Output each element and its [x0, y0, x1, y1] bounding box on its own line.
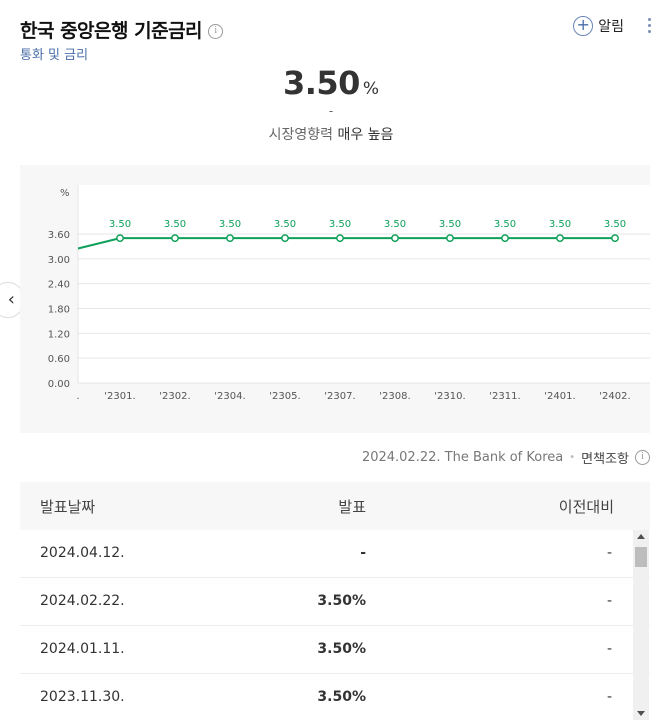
plus-circle-icon: + [573, 16, 594, 36]
data-point [116, 234, 124, 243]
header-change: 이전대비 [558, 498, 614, 516]
impact-value: 매우 높음 [337, 127, 394, 143]
x-tick-label: '2305. [269, 391, 300, 402]
source-line: 2024.02.22. The Bank of Korea • 면책조항 i [362, 448, 650, 467]
data-point [556, 234, 564, 243]
data-point [171, 234, 179, 243]
row-actual: 3.50% [317, 641, 366, 657]
header-date: 발표날짜 [40, 498, 96, 516]
y-tick-label: 3.60 [48, 230, 70, 241]
x-tick-label: '2301. [104, 391, 135, 402]
data-label: 3.50 [384, 219, 406, 230]
data-label: 3.50 [219, 219, 241, 230]
alarm-button[interactable]: + 알림 [573, 16, 624, 36]
separator-dot: • [569, 452, 576, 463]
data-point [391, 234, 399, 243]
row-change: - [606, 689, 612, 705]
change-value: - [328, 104, 334, 118]
row-actual: 3.50% [317, 689, 366, 705]
y-tick-label: 2.40 [48, 280, 70, 291]
y-tick-label: 1.20 [48, 329, 70, 340]
data-label: 3.50 [439, 219, 461, 230]
impact-label: 시장영향력 [268, 127, 333, 143]
row-date: 2023.11.30. [40, 689, 125, 705]
disclaimer-link[interactable]: 면책조항 [581, 452, 629, 467]
x-tick-label: . [76, 391, 79, 402]
scroll-thumb[interactable] [635, 547, 647, 567]
chart-svg: % 0.00 0.60 1.20 1.80 2.40 3.00 3.60. '2301. '230… [48, 185, 650, 402]
header-actual: 발표 [338, 498, 366, 516]
alarm-label: 알림 [598, 19, 624, 35]
data-label: 3.50 [109, 219, 131, 230]
x-tick-label: '2402. [599, 391, 630, 402]
header: 한국 중앙은행 기준금리 i 통화 및 금리 + 알림 [20, 12, 652, 64]
value-unit: % [362, 79, 380, 99]
history-table: 발표날짜 발표 이전대비 2024.04.12. - - 2024.02.22.… [20, 482, 650, 720]
x-tick-label: '2308. [379, 391, 410, 402]
info-icon[interactable]: i [635, 450, 650, 465]
category-link[interactable]: 통화 및 금리 [20, 48, 89, 63]
y-tick-label: 0.60 [48, 354, 70, 365]
data-point [501, 234, 509, 243]
table-row: 2024.04.12. - - [20, 530, 650, 578]
page-title-text: 한국 중앙은행 기준금리 [20, 20, 203, 42]
row-actual: - [360, 545, 366, 561]
row-actual: 3.50% [317, 593, 366, 609]
scroll-up-arrow-icon[interactable] [637, 534, 645, 539]
x-tick-label: '2311. [489, 391, 520, 402]
data-point [226, 234, 234, 243]
data-label: 3.50 [329, 219, 351, 230]
data-label: 3.50 [274, 219, 296, 230]
table-row: 2024.02.22. 3.50% - [20, 578, 650, 626]
source-text: 2024.02.22. The Bank of Korea [361, 450, 564, 465]
x-tick-label: '2310. [434, 391, 465, 402]
data-point [281, 234, 289, 243]
y-tick-label: 3.00 [48, 255, 70, 266]
data-label: 3.50 [604, 219, 626, 230]
row-change: - [606, 641, 612, 657]
table-header: 발표날짜 발표 이전대비 [20, 482, 650, 530]
scroll-down-arrow-icon[interactable] [637, 711, 645, 716]
current-value: 3.50 [282, 64, 360, 102]
y-tick-label: 0.00 [48, 379, 70, 390]
info-icon[interactable]: i [208, 24, 224, 39]
x-tick-label: '2304. [214, 391, 245, 402]
data-point [611, 234, 619, 243]
market-impact: 시장영향력 매우 높음 [0, 124, 662, 144]
table-scrollbar[interactable] [633, 530, 649, 720]
data-label: 3.50 [549, 219, 571, 230]
x-tick-label: '2302. [159, 391, 190, 402]
data-label: 3.50 [494, 219, 516, 230]
data-point [446, 234, 454, 243]
summary: 3.50% - 시장영향력 매우 높음 [0, 64, 662, 144]
more-vertical-icon[interactable] [646, 18, 652, 34]
row-date: 2024.04.12. [40, 545, 125, 561]
x-tick-label: '2401. [544, 391, 575, 402]
chart: % 0.00 0.60 1.20 1.80 2.40 3.00 3.60. '2301. '230… [20, 165, 650, 433]
table-row: 2024.01.11. 3.50% - [20, 626, 650, 674]
table-row: 2023.11.30. 3.50% - [20, 674, 650, 720]
page-title: 한국 중앙은행 기준금리 i [20, 16, 224, 43]
y-tick-label: 1.80 [48, 305, 70, 316]
x-tick-label: '2307. [324, 391, 355, 402]
data-point [336, 234, 344, 243]
row-change: - [606, 545, 612, 561]
data-label: 3.50 [164, 219, 186, 230]
row-date: 2024.02.22. [40, 593, 125, 609]
y-unit-label: % [60, 188, 70, 199]
row-date: 2024.01.11. [40, 641, 125, 657]
row-change: - [606, 593, 612, 609]
